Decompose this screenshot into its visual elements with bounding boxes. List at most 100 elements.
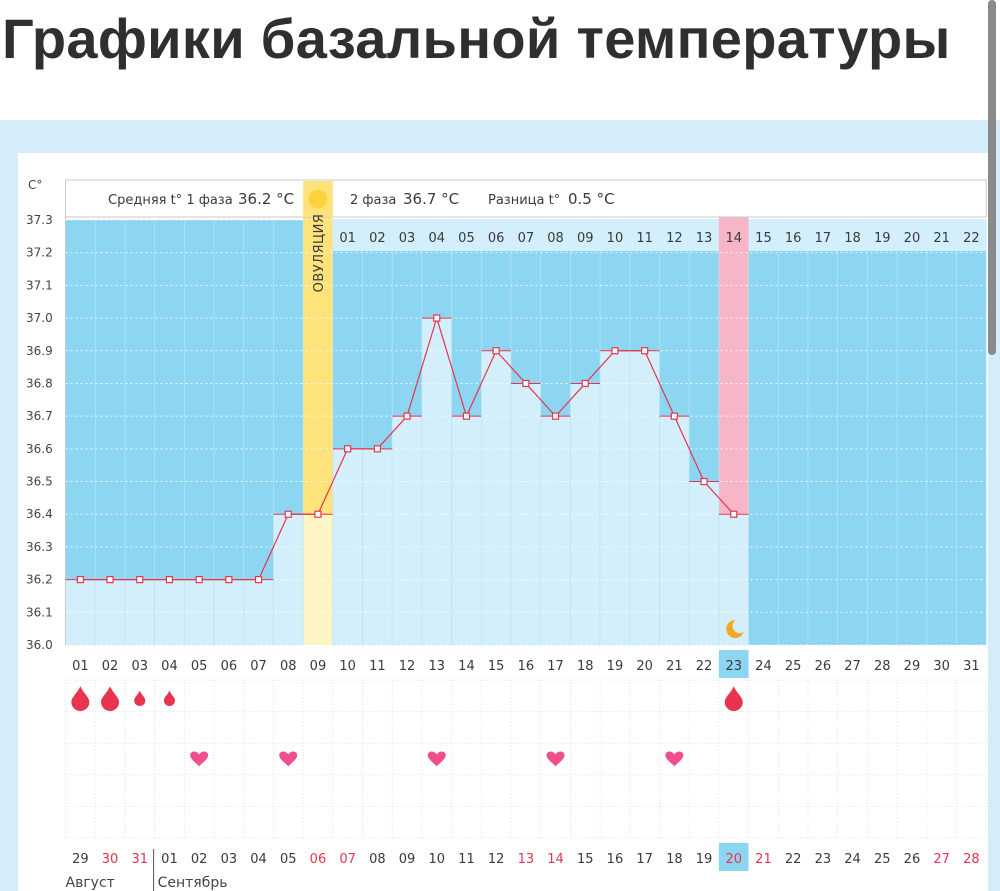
y-tick-label: 36.8 bbox=[26, 376, 53, 390]
calendar-date-label: 08 bbox=[369, 852, 386, 867]
calendar-date-label: 10 bbox=[428, 852, 445, 867]
temperature-point bbox=[254, 576, 263, 584]
temperature-bar bbox=[481, 350, 512, 646]
calendar-date-label: 23 bbox=[815, 852, 832, 867]
y-tick-label: 36.9 bbox=[26, 344, 53, 358]
temperature-bar bbox=[540, 415, 571, 646]
y-tick-label: 36.4 bbox=[26, 507, 53, 521]
phase-day-strip bbox=[332, 219, 987, 251]
temperature-bar bbox=[451, 415, 482, 646]
cycle-day-label: 01 bbox=[72, 659, 89, 674]
blood-drop-icon bbox=[101, 686, 120, 711]
cycle-day-label: 16 bbox=[518, 659, 535, 674]
y-tick-label: 36.6 bbox=[26, 442, 53, 456]
blood-drop-icon bbox=[134, 690, 146, 707]
temperature-point bbox=[581, 379, 589, 388]
calendar-date-label: 26 bbox=[904, 852, 921, 867]
cycle-day-label: 29 bbox=[904, 659, 921, 674]
ovulation-label: ОВУЛЯЦИЯ bbox=[312, 214, 327, 293]
month-label: Август bbox=[66, 875, 115, 891]
temperature-point bbox=[492, 347, 500, 355]
calendar-date-label: 07 bbox=[339, 852, 356, 867]
calendar-date-label: 01 bbox=[161, 852, 178, 867]
phase-day-label: 01 bbox=[339, 231, 356, 246]
temperature-bar bbox=[154, 579, 185, 646]
cycle-day-label: 31 bbox=[963, 659, 980, 674]
cycle-day-label: 18 bbox=[577, 659, 594, 674]
phase2-label: 2 фаза bbox=[350, 193, 396, 208]
phase-day-label: 13 bbox=[696, 231, 713, 246]
cycle-day-label: 02 bbox=[102, 659, 119, 674]
temperature-point bbox=[106, 576, 114, 584]
temperature-bar bbox=[570, 383, 601, 646]
phase-day-label: 21 bbox=[933, 231, 950, 246]
temperature-point bbox=[373, 445, 381, 453]
temperature-bar bbox=[273, 513, 304, 646]
temperature-bar bbox=[332, 448, 363, 646]
heart-icon bbox=[665, 751, 684, 767]
y-tick-label: 36.7 bbox=[26, 409, 53, 423]
y-tick-label: 37.2 bbox=[26, 246, 53, 260]
cycle-day-label: 28 bbox=[874, 659, 891, 674]
phase-day-label: 18 bbox=[844, 231, 861, 246]
calendar-date-label: 20 bbox=[725, 852, 742, 867]
current-date-cell bbox=[718, 843, 749, 871]
temperature-bar bbox=[391, 415, 423, 646]
basal-temperature-chart: С° 37.3 37.2 37.1 37.0 36.9 36.8 36.7 36.6 36.5 36… bbox=[26, 178, 987, 891]
temperature-point bbox=[700, 477, 708, 486]
calendar-date-label: 14 bbox=[547, 852, 564, 867]
temperature-bar bbox=[659, 415, 690, 646]
cycle-day-label: 15 bbox=[488, 659, 505, 674]
difference-value: 0.5 °С bbox=[568, 190, 615, 208]
phase-day-label: 05 bbox=[458, 231, 475, 246]
cycle-day-label: 10 bbox=[339, 659, 356, 674]
temperature-point bbox=[462, 412, 471, 420]
calendar-date-label: 27 bbox=[933, 852, 950, 867]
temperature-point bbox=[195, 576, 203, 584]
calendar-date-label: 06 bbox=[310, 852, 327, 867]
scrollbar[interactable] bbox=[988, 0, 996, 355]
ovulation-lower-band bbox=[303, 514, 333, 645]
phase-day-label: 03 bbox=[399, 231, 416, 246]
calendar-date-label: 18 bbox=[666, 852, 683, 867]
y-tick-label: 36.3 bbox=[26, 540, 53, 554]
temperature-point bbox=[522, 379, 530, 388]
y-tick-label: 36.0 bbox=[26, 638, 53, 652]
page-title: Графики базальной температуры bbox=[2, 7, 951, 70]
phase-day-label: 15 bbox=[755, 231, 772, 246]
temperature-point bbox=[76, 576, 84, 584]
blood-drop-icon bbox=[71, 686, 90, 711]
calendar-date-label: 13 bbox=[518, 852, 535, 867]
temperature-point bbox=[403, 412, 411, 420]
calendar-date-label: 29 bbox=[72, 852, 89, 867]
cycle-day-label: 03 bbox=[131, 659, 148, 674]
temperature-bar bbox=[184, 579, 215, 646]
cycle-day-label: 27 bbox=[844, 659, 861, 674]
cycle-day-label: 14 bbox=[458, 659, 475, 674]
heart-icon bbox=[279, 751, 298, 767]
cycle-day-label: 12 bbox=[399, 659, 416, 674]
temperature-point bbox=[611, 347, 619, 355]
calendar-date-label: 25 bbox=[874, 852, 891, 867]
month-label: Сентябрь bbox=[158, 875, 228, 891]
temperature-point bbox=[433, 314, 441, 322]
phase-day-label: 04 bbox=[428, 231, 445, 246]
cycle-day-label: 24 bbox=[755, 659, 772, 674]
calendar-date-label: 12 bbox=[488, 852, 505, 867]
header-bar bbox=[65, 179, 987, 218]
y-tick-label: 36.5 bbox=[26, 475, 53, 489]
cycle-day-label: 22 bbox=[696, 659, 713, 674]
difference-label: Разница t° bbox=[488, 193, 560, 208]
cycle-day-label: 20 bbox=[636, 659, 653, 674]
cycle-day-label: 25 bbox=[785, 659, 802, 674]
calendar-date-label: 05 bbox=[280, 852, 297, 867]
calendar-date-label: 16 bbox=[607, 852, 624, 867]
calendar-date-label: 24 bbox=[844, 852, 861, 867]
cycle-day-label: 08 bbox=[280, 659, 297, 674]
temperature-bar bbox=[213, 579, 244, 646]
calendar-date-label: 17 bbox=[636, 852, 653, 867]
phase-day-label: 09 bbox=[577, 231, 594, 246]
temperature-point bbox=[551, 412, 560, 420]
temperature-bar bbox=[124, 579, 155, 646]
y-axis-label: С° bbox=[28, 178, 42, 192]
